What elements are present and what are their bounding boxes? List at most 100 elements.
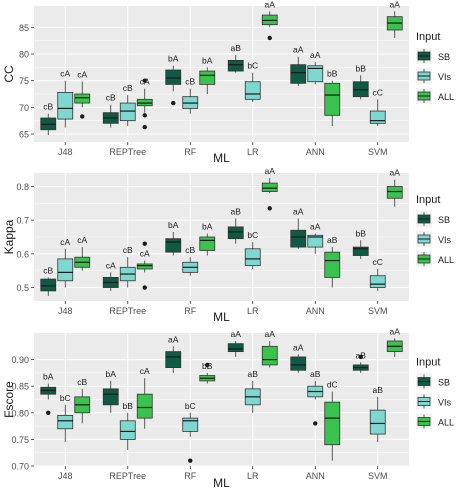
y-axis-title: Kappa: [2, 219, 16, 254]
box-j48-vis: cA: [57, 69, 74, 128]
box-rf-all: bA: [199, 55, 216, 94]
x-tick-label: SVM: [368, 471, 388, 481]
box-ann-all: aB: [324, 235, 341, 288]
x-tick-label: J48: [58, 147, 73, 157]
y-tick-label: 0.5: [16, 283, 29, 293]
significance-label: cA: [77, 70, 87, 80]
x-tick-label: SVM: [368, 147, 388, 157]
y-tick-label: 80: [19, 50, 29, 60]
box-iqr: [57, 92, 74, 120]
outlier-point: [46, 410, 51, 415]
box-iqr: [290, 64, 307, 84]
y-tick-label: 0.90: [11, 355, 29, 365]
x-tick-label: LR: [247, 147, 259, 157]
box-iqr: [165, 238, 182, 253]
box-rf-vis: cB: [182, 77, 199, 114]
box-iqr: [261, 182, 278, 192]
box-rf-vis: cB: [182, 245, 199, 276]
legend-item-all: ALL: [416, 251, 454, 267]
legend-label: SB: [438, 215, 450, 225]
box-iqr: [227, 226, 244, 240]
box-j48-vis: bC: [57, 393, 74, 443]
box-svm-all: aA: [386, 168, 403, 207]
y-tick-label: 0.85: [11, 382, 29, 392]
significance-label: bA: [43, 372, 54, 382]
legend-label: SB: [438, 52, 450, 62]
significance-label: cB: [185, 77, 195, 87]
y-tick-label: 0.8: [16, 182, 29, 192]
chart-panel-fscore: 0.70 0.75 0.80 0.85 0.90 J48 REPTree RF LR ANN SVM…: [2, 326, 454, 490]
box-j48-sb: cB: [40, 265, 57, 296]
box-rf-sb: bA: [165, 54, 182, 106]
outlier-point: [80, 114, 85, 119]
box-j48-vis: cA: [57, 237, 74, 288]
outlier-point: [142, 241, 147, 246]
box-iqr: [307, 234, 324, 248]
legend-title: Input: [416, 194, 440, 206]
box-lr-all: aA: [261, 329, 278, 368]
box-svm-vis: cC: [369, 87, 386, 126]
y-axis-title: Fscore: [2, 381, 16, 418]
box-iqr: [136, 263, 153, 270]
box-lr-sb: aB: [227, 206, 244, 244]
x-tick-label: RF: [184, 471, 196, 481]
x-tick-label: ANN: [306, 147, 325, 157]
significance-label: cA: [106, 260, 116, 270]
significance-label: cA: [60, 69, 70, 79]
box-iqr: [165, 69, 182, 85]
box-ann-sb: aA: [290, 45, 307, 86]
y-tick-label: 0.6: [16, 249, 29, 259]
box-rf-all: bB: [199, 361, 216, 384]
box-svm-sb: bB: [352, 228, 369, 259]
box-iqr: [57, 415, 74, 430]
box-ann-sb: aA: [290, 342, 307, 373]
significance-label: cA: [140, 249, 150, 259]
significance-label: aB: [231, 206, 242, 216]
box-iqr: [352, 246, 369, 256]
outlier-point: [188, 458, 193, 463]
box-iqr: [102, 388, 119, 406]
legend-label: VIs: [438, 235, 452, 245]
significance-label: cC: [373, 87, 383, 97]
box-reptree-vis: cB: [119, 245, 136, 288]
box-reptree-vis: cB: [119, 83, 136, 126]
outlier-point: [142, 124, 147, 130]
y-tick-label: 75: [19, 76, 29, 86]
x-tick-label: REPTree: [109, 471, 146, 481]
y-tick-label: 0.70: [11, 462, 29, 472]
x-tick-label: ANN: [306, 471, 325, 481]
box-lr-vis: bC: [244, 61, 261, 102]
significance-label: cB: [43, 102, 53, 112]
x-tick-label: RF: [184, 147, 196, 157]
box-iqr: [74, 93, 91, 104]
box-ann-vis: aB: [307, 369, 324, 426]
legend-item-all: ALL: [416, 413, 454, 430]
significance-label: cB: [106, 93, 116, 103]
box-rf-vis: bC: [182, 401, 199, 463]
y-tick-label: 85: [19, 23, 29, 33]
significance-label: cA: [140, 366, 150, 376]
box-iqr: [261, 345, 278, 366]
significance-label: bC: [185, 401, 196, 411]
significance-label: bB: [123, 401, 134, 411]
outlier-point: [171, 100, 176, 106]
x-tick-label: J48: [58, 471, 73, 481]
box-iqr: [324, 401, 341, 446]
legend-label: VIs: [438, 398, 452, 408]
legend-label: ALL: [438, 418, 454, 428]
significance-label: cB: [77, 377, 87, 387]
box-iqr: [290, 356, 307, 371]
significance-label: aA: [265, 166, 276, 176]
significance-label: bC: [247, 61, 258, 71]
box-svm-all: aA: [386, 326, 403, 357]
chart-panel-cc: 65 70 75 80 85 J48 REPTree RF LR ANN SVM ML CC cB cA cA…: [2, 0, 454, 165]
box-lr-vis: aB: [244, 369, 261, 413]
legend: Input SB VIs ALL: [416, 194, 454, 267]
x-axis-title: ML: [213, 476, 230, 490]
significance-label: aB: [373, 385, 384, 395]
legend-title: Input: [416, 31, 440, 43]
significance-label: aA: [168, 334, 179, 344]
box-lr-all: aA: [261, 166, 278, 211]
box-iqr: [57, 258, 74, 282]
